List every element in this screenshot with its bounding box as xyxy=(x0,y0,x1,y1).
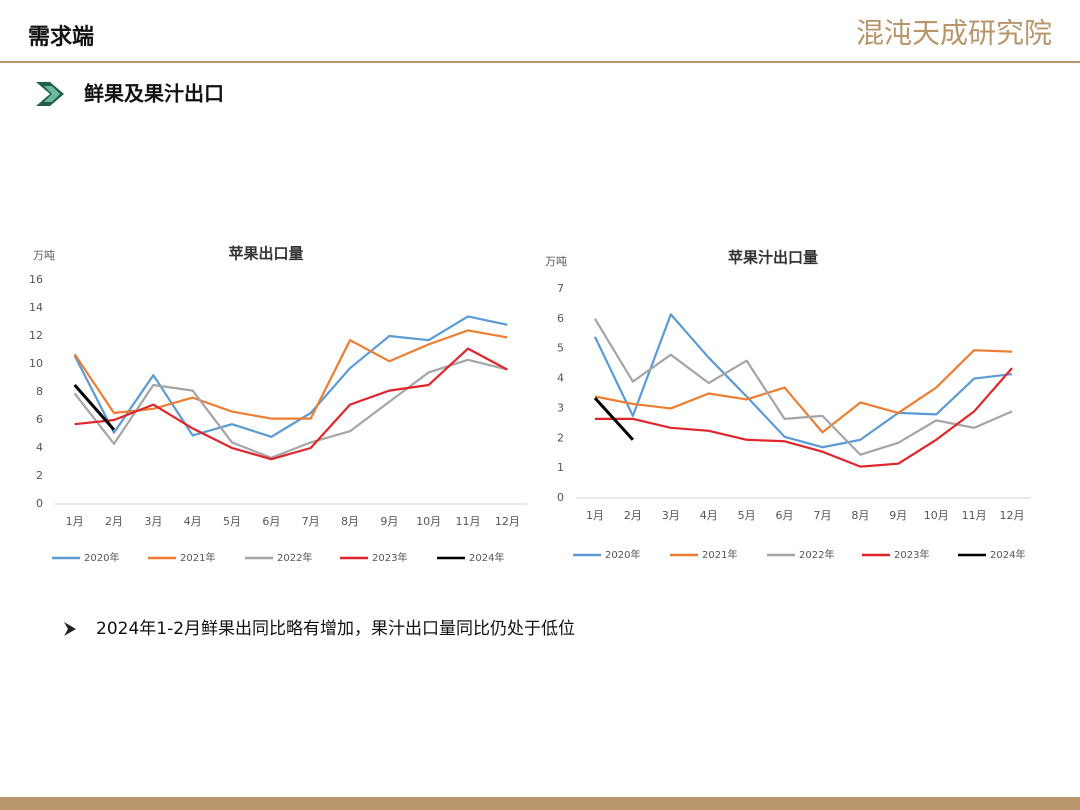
series-line xyxy=(74,347,508,461)
legend-label: 2022年 xyxy=(277,551,312,564)
legend-label: 2021年 xyxy=(702,548,737,561)
y-tick-label: 10 xyxy=(29,357,43,370)
y-tick-label: 5 xyxy=(557,342,564,355)
x-tick-label: 3月 xyxy=(144,515,162,528)
x-tick-label: 11月 xyxy=(456,515,481,528)
y-tick-label: 2 xyxy=(36,469,43,482)
x-tick-label: 2月 xyxy=(624,509,642,522)
series-line xyxy=(73,329,508,420)
x-tick-label: 7月 xyxy=(302,515,320,528)
legend-label: 2021年 xyxy=(180,551,215,564)
section-icon-inner xyxy=(44,86,60,102)
legend-label: 2023年 xyxy=(372,551,407,564)
series-line xyxy=(73,315,508,438)
legend-label: 2024年 xyxy=(469,551,504,564)
y-tick-label: 14 xyxy=(29,301,43,314)
legend-label: 2024年 xyxy=(990,548,1025,561)
x-tick-label: 12月 xyxy=(1000,509,1025,522)
x-tick-label: 6月 xyxy=(262,515,280,528)
x-tick-label: 11月 xyxy=(962,509,987,522)
x-tick-label: 7月 xyxy=(813,509,831,522)
y-tick-label: 4 xyxy=(36,441,43,454)
y-unit: 万吨 xyxy=(545,255,567,268)
x-tick-label: 5月 xyxy=(738,509,756,522)
y-tick-label: 6 xyxy=(36,413,43,426)
chart-title: 苹果汁出口量 xyxy=(728,249,818,267)
x-tick-label: 4月 xyxy=(700,509,718,522)
series-line xyxy=(593,313,1013,449)
y-tick-label: 6 xyxy=(557,312,564,325)
series-line xyxy=(594,367,1013,468)
series-line xyxy=(594,318,1013,456)
x-tick-label: 8月 xyxy=(851,509,869,522)
x-tick-label: 2月 xyxy=(105,515,123,528)
series-line xyxy=(73,384,116,431)
section-icon xyxy=(36,82,64,106)
note: 2024年1-2月鲜果出同比略有增加，果汁出口量同比仍处于低位 xyxy=(96,619,575,639)
legend-label: 2020年 xyxy=(84,551,119,564)
x-tick-label: 12月 xyxy=(495,515,520,528)
x-tick-label: 9月 xyxy=(889,509,907,522)
y-tick-label: 2 xyxy=(557,431,564,444)
bullet-marker xyxy=(64,622,76,636)
x-tick-label: 1月 xyxy=(586,509,604,522)
y-tick-label: 7 xyxy=(557,282,564,295)
series-line xyxy=(594,349,1013,434)
logo: 混沌天成研究院 xyxy=(856,17,1052,50)
y-tick-label: 12 xyxy=(29,329,43,342)
x-tick-label: 9月 xyxy=(380,515,398,528)
footer-bar xyxy=(0,797,1080,810)
legend-label: 2023年 xyxy=(894,548,929,561)
x-tick-label: 5月 xyxy=(223,515,241,528)
x-tick-label: 10月 xyxy=(416,515,441,528)
y-tick-label: 8 xyxy=(36,385,43,398)
chart-title: 苹果出口量 xyxy=(228,245,303,263)
y-tick-label: 1 xyxy=(557,461,564,474)
y-tick-label: 3 xyxy=(557,401,564,414)
section-title: 鲜果及果汁出口 xyxy=(84,82,224,106)
header-title: 需求端 xyxy=(28,24,94,50)
x-tick-label: 3月 xyxy=(662,509,680,522)
legend-label: 2022年 xyxy=(799,548,834,561)
x-tick-label: 4月 xyxy=(184,515,202,528)
x-tick-label: 1月 xyxy=(66,515,84,528)
series-line xyxy=(593,396,634,441)
y-unit: 万吨 xyxy=(33,249,55,262)
legend-label: 2020年 xyxy=(605,548,640,561)
series-line xyxy=(73,358,508,459)
y-tick-label: 0 xyxy=(557,491,564,504)
y-tick-label: 0 xyxy=(36,497,43,510)
x-tick-label: 6月 xyxy=(776,509,794,522)
y-tick-label: 4 xyxy=(557,372,564,385)
x-tick-label: 10月 xyxy=(924,509,949,522)
y-tick-label: 16 xyxy=(29,273,43,286)
x-tick-label: 8月 xyxy=(341,515,359,528)
